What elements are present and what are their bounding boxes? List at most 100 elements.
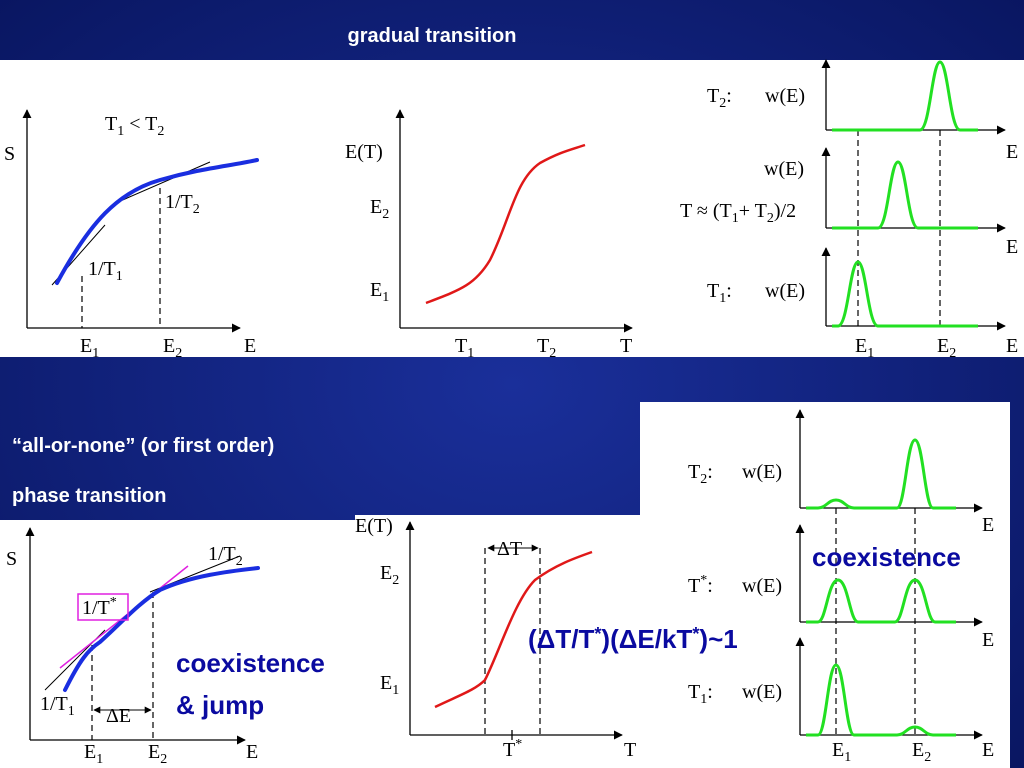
text-part: 1/T	[82, 597, 110, 619]
axis-label: T	[624, 739, 636, 761]
note: coexistence	[176, 648, 325, 678]
energy-plot: E(T) E2 E1 T1 T2 T	[345, 109, 633, 361]
condition: T1 < T2	[105, 113, 164, 139]
function-label: w(E)	[764, 158, 804, 180]
text-part: )~1	[699, 624, 737, 654]
text-part: E	[370, 279, 382, 301]
tick-label: E1	[832, 739, 851, 765]
text-part: T	[688, 461, 700, 483]
tick-label: E1	[380, 672, 399, 698]
function-label: w(E)	[742, 681, 782, 703]
text-part: T	[688, 575, 700, 597]
slope-label: 1/T2	[208, 543, 243, 569]
text-part: T	[688, 681, 700, 703]
subscript: 2	[175, 346, 182, 361]
text-part: E	[148, 741, 160, 763]
superscript: *	[110, 595, 117, 610]
text-part: E	[80, 335, 92, 357]
temperature-label: T1:	[688, 681, 713, 707]
title: gradual transition	[348, 25, 517, 47]
text-part: )/2	[774, 200, 796, 222]
heading: “all-or-none” (or first order)	[12, 435, 274, 457]
tick-label: T2	[537, 335, 556, 361]
axis-label: E	[982, 739, 994, 761]
function-label: w(E)	[765, 85, 805, 107]
text-part: :	[707, 461, 713, 483]
tick-label: E2	[937, 335, 956, 361]
text-part: 1/T	[88, 258, 116, 280]
subscript: 2	[193, 202, 200, 217]
subscript: 1	[700, 692, 707, 707]
subscript: 1	[96, 752, 103, 767]
axis-label: T	[620, 335, 632, 357]
left-panel	[0, 520, 355, 768]
entropy-plot: S T1 < T2 1/T2 1/T1 E1 E2 E	[4, 109, 259, 361]
subscript: 2	[700, 472, 707, 487]
heading: phase transition	[12, 485, 166, 507]
subscript: 1	[117, 124, 124, 139]
text-part: T	[105, 113, 117, 135]
tick-label: T*	[503, 737, 522, 761]
gap-label: ΔE	[106, 705, 131, 727]
slope-label: 1/T1	[88, 258, 123, 284]
tick-label: E1	[80, 335, 99, 361]
tick-label: E2	[163, 335, 182, 361]
text-part: E	[832, 739, 844, 761]
superscript: *	[700, 573, 707, 588]
axis-label: E	[1006, 141, 1018, 163]
subscript: 1	[719, 291, 726, 306]
superscript: *	[692, 624, 700, 644]
tick-label: T1	[455, 335, 474, 361]
axis-label: S	[6, 548, 17, 570]
gap-label: ΔT	[497, 538, 522, 560]
subscript: 1	[68, 704, 75, 719]
function-label: w(E)	[742, 461, 782, 483]
relation: (ΔT/T*)(ΔE/kT*)~1	[528, 624, 738, 654]
subscript: 2	[767, 211, 774, 226]
axis-label: E	[982, 514, 994, 536]
text-part: )(ΔE/kT	[601, 624, 692, 654]
text-part: E	[370, 196, 382, 218]
axis-label: E(T)	[355, 515, 393, 537]
text-part: E	[937, 335, 949, 357]
text-part: T ≈ (T	[680, 200, 732, 222]
subscript: 1	[116, 269, 123, 284]
tick-label: E2	[370, 196, 389, 222]
axis-label: E	[1006, 236, 1018, 258]
text-part: E	[912, 739, 924, 761]
text-part: 1/T	[165, 191, 193, 213]
temperature-label: T2:	[688, 461, 713, 487]
subscript: 1	[732, 211, 739, 226]
distributions: T2: w(E) E w(E) T ≈ (T1+ T2)/2 E T1: w(E…	[680, 59, 1018, 361]
axis-label: E	[246, 741, 258, 763]
text-part: :	[726, 280, 732, 302]
note: & jump	[176, 690, 264, 720]
subscript: 2	[157, 124, 164, 139]
text-part: T	[537, 335, 549, 357]
subscript: 2	[392, 573, 399, 588]
tick-label: E2	[380, 562, 399, 588]
subscript: 1	[382, 290, 389, 305]
middle-panel	[355, 515, 640, 768]
slope-label: 1/T*	[82, 595, 117, 619]
subscript: 2	[382, 207, 389, 222]
temperature-label: T ≈ (T1+ T2)/2	[680, 200, 796, 226]
slope-label: 1/T2	[165, 191, 200, 217]
temperature-label: T1:	[707, 280, 732, 306]
axis-label: E(T)	[345, 141, 383, 163]
text-part: T	[455, 335, 467, 357]
text-part: + T	[739, 200, 767, 222]
energy-plot: E(T) E2 E1 ΔT T* T (ΔT/T*)(ΔE/kT*)~1	[355, 515, 738, 761]
tick-label: E1	[855, 335, 874, 361]
text-part: E	[855, 335, 867, 357]
tick-label: E2	[912, 739, 931, 765]
subscript: 1	[867, 346, 874, 361]
function-label: w(E)	[742, 575, 782, 597]
text-part: < T	[124, 113, 157, 135]
distributions: T2: w(E) E coexistence T*: w(E) E T1: w(…	[688, 409, 994, 765]
subscript: 1	[844, 750, 851, 765]
subscript: 2	[924, 750, 931, 765]
tick-label: E1	[84, 741, 103, 767]
text-part: :	[707, 575, 713, 597]
superscript: *	[515, 737, 522, 752]
